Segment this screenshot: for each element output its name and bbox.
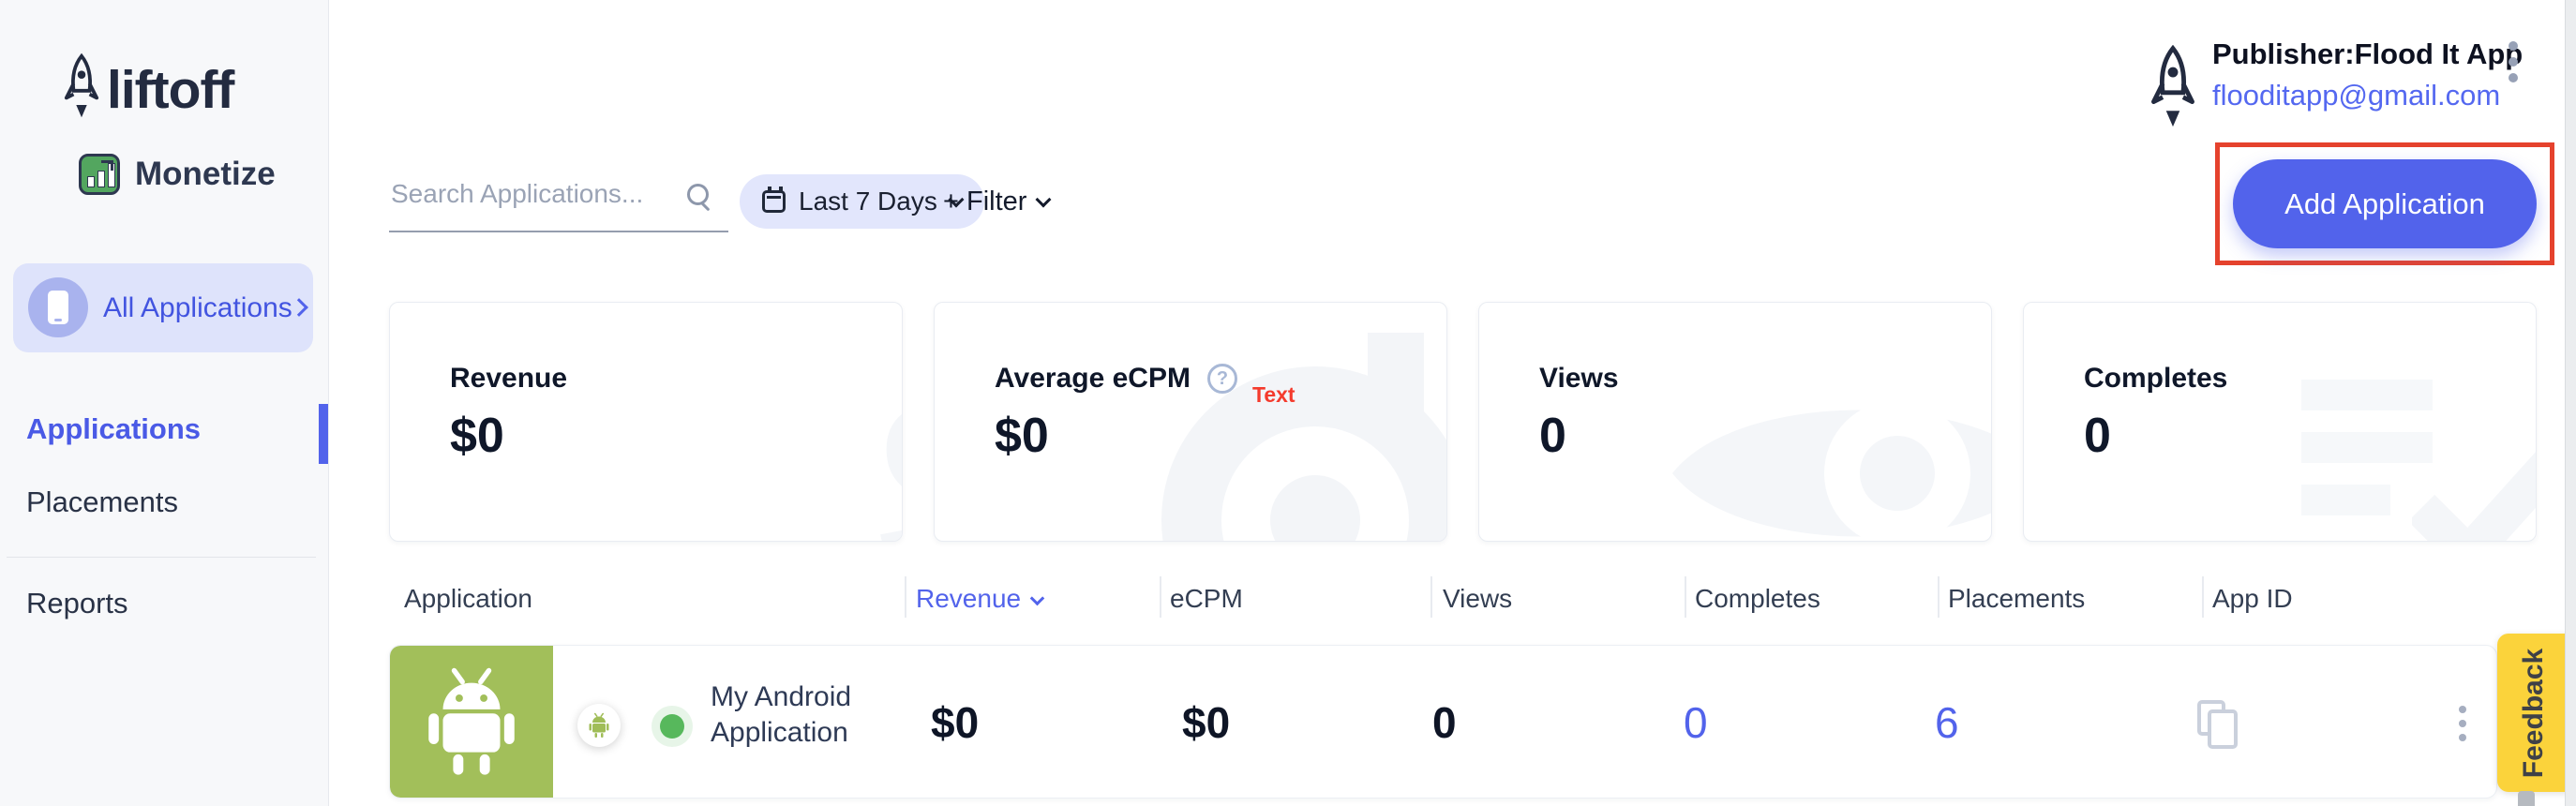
logo-wordmark: liftoff: [107, 59, 234, 120]
search-applications: [389, 178, 728, 232]
sidebar-divider: [7, 557, 316, 558]
dollar-watermark-icon: $: [876, 331, 902, 541]
chevron-right-icon: [290, 298, 308, 317]
account-menu-button[interactable]: [2509, 41, 2518, 82]
all-applications-label: All Applications: [103, 292, 292, 323]
page-scrollbar[interactable]: [2565, 0, 2576, 806]
active-indicator-bar: [319, 404, 328, 464]
annotation-highlight-box: [2215, 142, 2554, 265]
copy-app-id-icon[interactable]: [2197, 700, 2246, 753]
annotation-text-label: Text: [1252, 382, 1295, 407]
product-monetize: Monetize: [79, 154, 276, 195]
cell-placements-link[interactable]: 6: [1935, 698, 1959, 747]
cell-completes-link[interactable]: 0: [1684, 698, 1708, 747]
filter-dropdown[interactable]: + Filter: [943, 174, 1052, 229]
stat-card-revenue: $ Revenue $0: [389, 302, 903, 542]
search-input[interactable]: [389, 178, 674, 210]
cell-revenue: $0: [931, 698, 980, 747]
sidebar-item-reports[interactable]: Reports: [26, 587, 128, 619]
calendar-icon: [762, 187, 786, 213]
publisher-name: Publisher:Flood It App: [2212, 37, 2524, 70]
target-watermark-icon: [1128, 333, 1446, 541]
search-underline: [389, 231, 728, 232]
stat-value: $0: [450, 409, 504, 463]
column-header-app-id[interactable]: App ID: [2212, 584, 2293, 613]
sidebar-item-applications[interactable]: Applications: [26, 412, 202, 445]
stat-title: Views: [1539, 363, 1619, 394]
cell-ecpm: $0: [1182, 698, 1231, 747]
stat-card-views: Views 0: [1478, 302, 1992, 542]
stat-title: Revenue: [450, 363, 568, 394]
date-range-label: Last 7 Days: [799, 187, 937, 216]
column-header-revenue[interactable]: Revenue: [916, 584, 1045, 614]
rocket-icon: [2149, 44, 2196, 136]
stat-card-completes: Completes 0: [2023, 302, 2537, 542]
sidebar: liftoff Monetize All Applications Applic…: [0, 0, 329, 806]
search-icon[interactable]: [687, 184, 709, 205]
application-name[interactable]: My Android Application: [711, 681, 852, 748]
column-header-ecpm[interactable]: eCPM: [1170, 584, 1243, 613]
stat-card-average-ecpm: Average eCPM ? $0: [934, 302, 1447, 542]
product-name: Monetize: [135, 156, 276, 192]
stat-title: Completes: [2084, 363, 2228, 394]
filter-label: + Filter: [943, 186, 1027, 216]
add-application-button[interactable]: Add Application: [2233, 159, 2537, 248]
inner-scrollbar-thumb[interactable]: [2518, 791, 2535, 806]
column-header-views[interactable]: Views: [1443, 584, 1513, 613]
status-active-dot: [660, 714, 684, 739]
check-watermark-icon: [2407, 452, 2536, 541]
help-icon[interactable]: ?: [1206, 364, 1237, 394]
list-watermark-icon: [2301, 380, 2433, 537]
liftoff-logo: liftoff: [64, 52, 234, 127]
feedback-tab[interactable]: Feedback: [2497, 634, 2570, 792]
stat-value: 0: [2084, 409, 2111, 463]
android-app-thumbnail: [390, 646, 553, 798]
rocket-icon: [64, 52, 99, 127]
table-row[interactable]: My Android Application $0 $0 0 0 6: [389, 645, 2497, 799]
applications-table-header: Application Revenue eCPM Views Completes…: [389, 575, 2537, 623]
row-menu-button[interactable]: [2459, 706, 2466, 741]
phone-icon: [28, 277, 88, 337]
cell-views: 0: [1432, 698, 1457, 747]
monetize-icon: [79, 154, 120, 195]
chevron-down-icon: [1035, 191, 1052, 208]
sidebar-item-placements[interactable]: Placements: [26, 485, 178, 518]
sort-chevron-icon: [1029, 590, 1045, 605]
publisher-email[interactable]: flooditapp@gmail.com: [2212, 79, 2501, 112]
column-header-completes[interactable]: Completes: [1695, 584, 1820, 613]
date-range-dropdown[interactable]: Last 7 Days: [740, 174, 984, 229]
eye-watermark-icon: [1663, 361, 1991, 541]
stat-title: Average eCPM ?: [995, 363, 1237, 395]
column-header-application[interactable]: Application: [404, 584, 532, 613]
sidebar-item-all-applications[interactable]: All Applications: [13, 263, 313, 352]
android-platform-badge: [577, 704, 621, 747]
stat-value: 0: [1539, 409, 1566, 463]
stat-value: $0: [995, 409, 1049, 463]
column-header-placements[interactable]: Placements: [1948, 584, 2086, 613]
